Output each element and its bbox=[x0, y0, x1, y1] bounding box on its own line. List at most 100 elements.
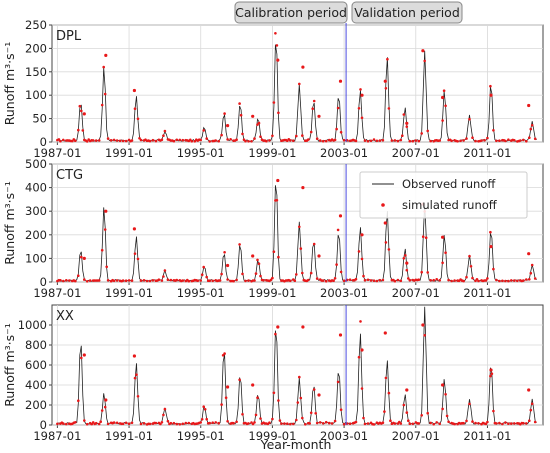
simulated-point bbox=[83, 419, 86, 422]
y-tick-label: 500 bbox=[25, 157, 47, 171]
simulated-point bbox=[277, 111, 280, 115]
simulated-point bbox=[366, 140, 370, 143]
y-tick-label: 50 bbox=[32, 112, 47, 126]
simulated-point bbox=[421, 49, 425, 53]
simulated-point bbox=[362, 416, 365, 420]
simulated-point bbox=[516, 279, 519, 283]
simulated-point bbox=[138, 137, 141, 140]
simulated-point bbox=[372, 279, 376, 283]
y-tick-label: 600 bbox=[25, 358, 47, 372]
simulated-point bbox=[166, 278, 170, 282]
simulated-point bbox=[324, 280, 328, 283]
simulated-point bbox=[438, 422, 442, 426]
simulated-point bbox=[405, 125, 409, 128]
y-tick-label: 300 bbox=[25, 204, 47, 218]
simulated-point bbox=[333, 419, 337, 423]
simulated-point bbox=[387, 107, 391, 110]
simulated-point bbox=[251, 114, 255, 118]
simulated-point bbox=[477, 422, 480, 425]
simulated-point bbox=[383, 79, 387, 83]
simulated-point bbox=[203, 408, 207, 411]
x-tick-label: 2003-01 bbox=[320, 429, 368, 443]
y-tick-label: 1000 bbox=[18, 318, 47, 332]
simulated-point bbox=[162, 275, 165, 278]
simulated-point bbox=[354, 139, 358, 143]
simulated-point bbox=[82, 112, 86, 116]
simulated-point bbox=[301, 325, 305, 329]
simulated-point bbox=[405, 261, 409, 265]
simulated-point bbox=[407, 277, 410, 280]
simulated-point bbox=[339, 130, 343, 134]
simulated-point bbox=[241, 132, 244, 136]
simulated-point bbox=[57, 138, 61, 141]
simulated-point bbox=[112, 421, 116, 424]
calibration-period-label: Calibration period bbox=[235, 5, 347, 20]
panel-xx: 1987-01 1991-01 1995-01 1999-01 2003-01 2007-… bbox=[2, 304, 544, 443]
simulated-point bbox=[372, 423, 376, 426]
simulated-point bbox=[81, 129, 85, 132]
y-axis-title: Runoff m³·s⁻¹ bbox=[2, 323, 17, 406]
simulated-point bbox=[471, 276, 474, 280]
simulated-point bbox=[533, 420, 537, 424]
simulated-point bbox=[190, 140, 194, 143]
simulated-point bbox=[275, 198, 279, 202]
simulated-point bbox=[259, 135, 262, 138]
simulated-point bbox=[301, 271, 304, 275]
simulated-point bbox=[396, 139, 400, 143]
x-tick-label: 1991-01 bbox=[105, 286, 153, 300]
simulated-point bbox=[327, 421, 331, 425]
simulated-point bbox=[275, 44, 279, 47]
y-tick-label: 400 bbox=[25, 378, 47, 392]
simulated-point bbox=[226, 138, 229, 141]
simulated-point bbox=[362, 274, 365, 278]
simulated-point bbox=[336, 228, 340, 232]
simulated-point bbox=[199, 421, 202, 424]
simulated-point bbox=[474, 139, 477, 143]
simulated-point bbox=[202, 405, 205, 409]
simulated-point bbox=[522, 279, 525, 282]
simulated-runoff-points bbox=[56, 320, 537, 426]
simulated-point bbox=[432, 422, 436, 426]
x-tick-label: 2007-01 bbox=[392, 286, 440, 300]
simulated-point bbox=[244, 139, 247, 143]
simulated-point bbox=[525, 422, 528, 425]
simulated-point bbox=[338, 333, 343, 337]
simulated-point bbox=[241, 272, 244, 276]
simulated-point bbox=[271, 276, 274, 280]
simulated-point bbox=[338, 79, 343, 83]
simulated-point bbox=[251, 254, 255, 258]
simulated-point bbox=[175, 278, 179, 282]
x-tick-label: 2003-01 bbox=[320, 146, 368, 160]
simulated-point bbox=[181, 279, 185, 282]
simulated-point bbox=[68, 279, 71, 282]
x-tick-label: 1995-01 bbox=[177, 286, 225, 300]
simulated-point bbox=[450, 279, 453, 283]
simulated-point bbox=[277, 255, 280, 259]
simulated-point bbox=[121, 139, 125, 143]
simulated-point bbox=[187, 421, 191, 425]
simulated-point bbox=[468, 402, 471, 406]
simulated-point bbox=[324, 139, 328, 143]
simulated-point bbox=[112, 279, 116, 283]
simulated-point bbox=[420, 414, 424, 417]
simulated-point bbox=[510, 279, 513, 282]
simulated-point bbox=[247, 279, 250, 282]
simulated-point bbox=[321, 279, 325, 282]
simulated-point bbox=[100, 103, 104, 107]
simulated-point bbox=[359, 88, 362, 91]
simulated-point bbox=[124, 421, 128, 425]
simulated-point bbox=[104, 398, 108, 402]
simulated-point bbox=[366, 278, 370, 282]
simulated-point bbox=[85, 140, 89, 143]
simulated-point bbox=[276, 178, 280, 183]
simulated-point bbox=[378, 139, 382, 142]
simulated-point bbox=[492, 267, 495, 271]
simulated-point bbox=[462, 421, 465, 425]
simulated-point bbox=[94, 421, 98, 425]
simulated-point bbox=[498, 421, 501, 425]
simulated-point bbox=[220, 133, 223, 137]
simulated-point bbox=[82, 353, 86, 357]
simulated-point bbox=[251, 383, 255, 387]
simulated-point bbox=[286, 422, 289, 426]
